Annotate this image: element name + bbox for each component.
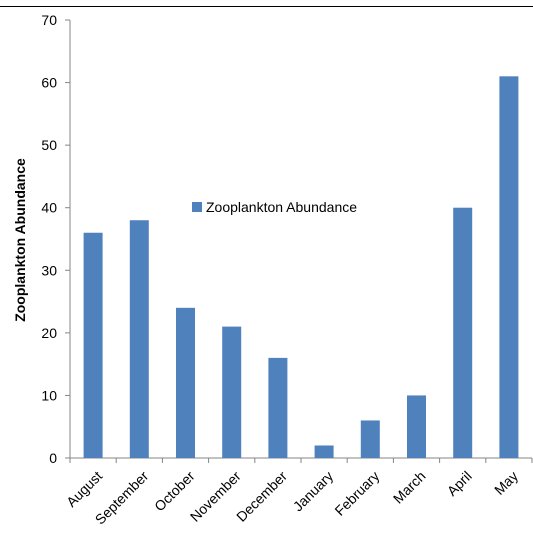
bar-january: [314, 445, 334, 458]
x-tick-label: May: [491, 468, 521, 498]
bar-september: [129, 220, 149, 458]
y-tick-label: 0: [49, 450, 57, 466]
y-tick-label: 40: [41, 200, 57, 216]
y-tick-label: 20: [41, 325, 57, 341]
y-axis-title: Zooplankton Abundance: [12, 158, 28, 322]
x-tick-label: April: [444, 468, 475, 499]
legend-swatch: [192, 202, 202, 212]
y-tick-label: 60: [41, 75, 57, 91]
y-axis-title-group: Zooplankton Abundance: [12, 158, 28, 322]
bar-march: [407, 395, 426, 458]
bar-april: [453, 207, 473, 458]
x-tick-label: March: [390, 468, 429, 507]
x-tick-label: January: [290, 468, 337, 515]
bar-august: [83, 232, 103, 458]
y-tick-label: 50: [41, 137, 57, 153]
y-tick-label: 10: [41, 387, 57, 403]
x-tick-label: August: [63, 468, 105, 510]
bar-november: [222, 326, 242, 458]
x-tick-label: October: [151, 468, 198, 515]
bar-february: [360, 420, 380, 458]
bar-october: [176, 307, 195, 458]
y-tick-labels: 0 10 20 30 40 50 60 70: [41, 12, 57, 466]
bars: [83, 76, 519, 459]
bar-december: [268, 357, 288, 458]
legend: Zooplankton Abundance: [192, 199, 357, 215]
x-tick-label: December: [233, 468, 290, 525]
bar-may: [499, 76, 519, 459]
x-tick-label: February: [331, 468, 382, 519]
y-tick-label: 70: [41, 12, 57, 28]
y-tick-label: 30: [41, 262, 57, 278]
legend-label: Zooplankton Abundance: [206, 199, 357, 215]
top-rule: [0, 6, 533, 7]
